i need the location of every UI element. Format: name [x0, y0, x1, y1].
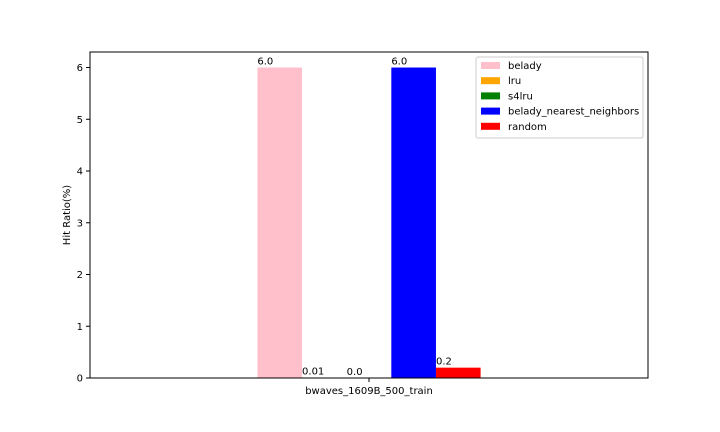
value-label-lru: 0.01: [302, 366, 324, 377]
legend-label-random: random: [508, 122, 547, 133]
bar-belady-nearest-neighbors: [391, 67, 436, 379]
legend-swatch-belady: [481, 62, 500, 69]
value-label-random: 0.2: [436, 357, 452, 368]
y-tick-label: 4: [77, 167, 83, 178]
value-label-belady: 6.0: [257, 57, 273, 68]
legend-label-belady: belady: [508, 61, 542, 72]
y-axis-label: Hit Ratio(%): [62, 185, 73, 245]
legend: belady lru s4lru belady_nearest_neighborsra…: [475, 56, 644, 139]
legend-swatch-random: [481, 122, 500, 130]
y-tick-label: 5: [77, 115, 83, 126]
y-axis: 0 1 2 3 4 5 6: [77, 63, 90, 385]
value-label-s4lru: 0.0: [347, 367, 363, 378]
y-tick-label: 3: [77, 218, 83, 229]
legend-label-lru: lru: [508, 76, 521, 87]
legend-label-s4lru: s4lru: [508, 91, 533, 102]
legend-label-belady-nearest-neighbors: belady_nearest_neighbors: [508, 107, 639, 118]
bars-layer: [257, 67, 481, 379]
y-tick-label: 6: [77, 63, 83, 74]
y-tick-label: 2: [77, 270, 83, 281]
value-label-belady-nearest-neighbors: 6.0: [391, 57, 407, 68]
x-axis-label: bwaves_1609B_500_train: [305, 386, 433, 397]
legend-swatch-belady-nearest-neighbors: [481, 107, 500, 115]
legend-swatch-lru: [481, 77, 500, 85]
legend-swatch-s4lru: [481, 92, 500, 100]
y-tick-label: 1: [77, 322, 83, 333]
y-tick-label: 0: [77, 374, 83, 385]
legend-box: [475, 56, 644, 139]
bar-belady: [257, 67, 303, 379]
bar-random: [435, 367, 481, 378]
value-labels-layer: 6.0 0.01 0.0 6.0 0.2: [257, 57, 451, 378]
